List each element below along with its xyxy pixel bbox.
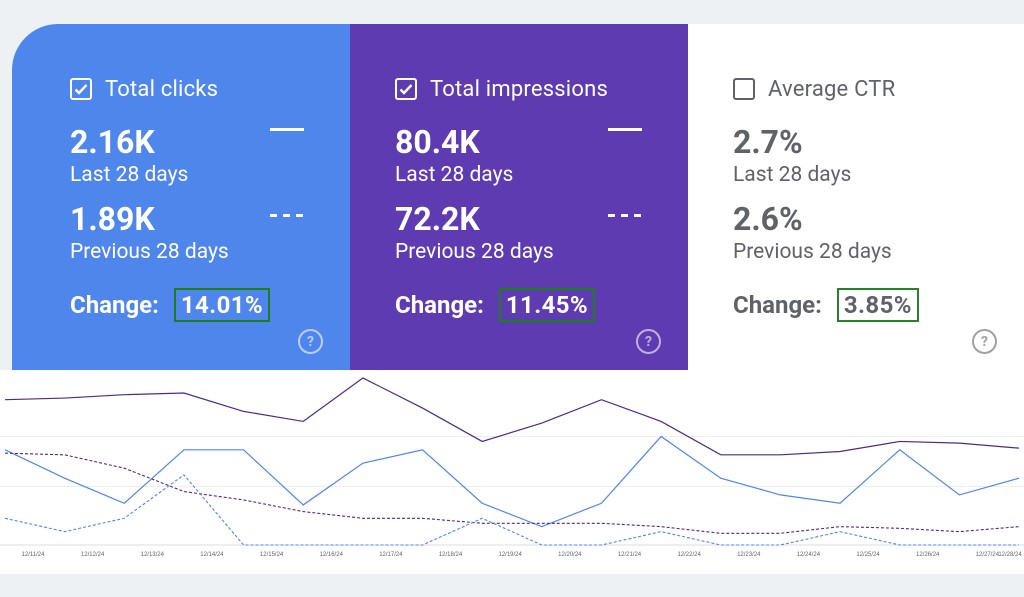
x-tick-label: 12/19/24 [498, 552, 522, 558]
x-tick-label: 12/11/24 [22, 552, 46, 558]
dashed-line-legend-icon [270, 214, 304, 217]
change-row: Change: 11.45% [395, 288, 688, 322]
card-total-clicks[interactable]: Total clicks 2.16K Last 28 days 1.89K Pr… [12, 24, 350, 370]
card-total-impressions[interactable]: Total impressions 80.4K Last 28 days 72.… [350, 24, 688, 370]
series-line-clicks_current [4, 435, 1020, 528]
current-value: 2.7% [733, 123, 803, 161]
check-icon [399, 84, 413, 95]
previous-period-label: Previous 28 days [395, 240, 554, 264]
x-tick-label: 12/16/24 [320, 552, 344, 558]
solid-line-legend-icon [270, 128, 304, 131]
change-row: Change: 3.85% [733, 288, 1024, 322]
x-tick-label: 12/26/24 [916, 552, 940, 558]
check-icon [74, 84, 88, 95]
series-line-impressions_current [4, 377, 1020, 456]
x-tick-label: 12/23/24 [737, 552, 761, 558]
performance-chart-svg: 12/11/24 12/12/24 12/13/24 12/14/24 12/15/24… [0, 377, 1024, 558]
x-tick-label: 12/17/24 [379, 552, 403, 558]
current-period-label: Last 28 days [395, 163, 514, 187]
x-tick-label: 12/14/24 [200, 552, 224, 558]
metric-cards: Total clicks 2.16K Last 28 days 1.89K Pr… [12, 24, 1024, 370]
current-period-label: Last 28 days [70, 163, 189, 187]
current-period-label: Last 28 days [733, 163, 852, 187]
change-value: 3.85% [836, 288, 919, 322]
x-tick-label: 12/27/24 [976, 552, 1000, 558]
checkbox-total-clicks[interactable] [70, 78, 92, 100]
x-tick-label: 12/28/24 [998, 552, 1022, 558]
performance-chart: 12/11/24 12/12/24 12/13/24 12/14/24 12/15/24… [0, 370, 1024, 574]
current-value: 2.16K [70, 123, 155, 161]
card-title: Total clicks [105, 76, 219, 102]
card-header[interactable]: Total clicks [70, 76, 350, 102]
card-average-ctr[interactable]: Average CTR 2.7% Last 28 days 2.6% Previ… [688, 24, 1024, 370]
previous-value: 1.89K [70, 200, 155, 238]
change-label: Change: [70, 291, 159, 319]
change-label: Change: [395, 291, 484, 319]
help-icon[interactable]: ? [298, 329, 323, 354]
help-icon[interactable]: ? [972, 329, 997, 354]
x-tick-label: 12/22/24 [677, 552, 701, 558]
card-title: Average CTR [768, 76, 896, 102]
previous-value: 72.2K [395, 200, 480, 238]
solid-line-legend-icon [608, 128, 642, 131]
checkbox-total-impressions[interactable] [395, 78, 417, 100]
change-label: Change: [733, 291, 822, 319]
x-tick-label: 12/13/24 [141, 552, 165, 558]
change-value: 14.01% [173, 288, 271, 322]
series-line-clicks_previous [4, 474, 1019, 546]
card-header[interactable]: Total impressions [395, 76, 688, 102]
x-tick-label: 12/15/24 [260, 552, 284, 558]
x-tick-label: 12/24/24 [797, 552, 821, 558]
card-header[interactable]: Average CTR [733, 76, 1024, 102]
card-title: Total impressions [430, 76, 609, 102]
x-tick-label: 12/12/24 [81, 552, 105, 558]
current-value: 80.4K [395, 123, 480, 161]
x-tick-label: 12/20/24 [558, 552, 582, 558]
change-value: 11.45% [498, 288, 596, 322]
x-tick-label: 12/21/24 [618, 552, 642, 558]
previous-period-label: Previous 28 days [733, 240, 892, 264]
previous-value: 2.6% [733, 200, 803, 238]
change-row: Change: 14.01% [70, 288, 350, 322]
x-tick-label: 12/18/24 [439, 552, 463, 558]
checkbox-average-ctr[interactable] [733, 78, 755, 100]
previous-period-label: Previous 28 days [70, 240, 229, 264]
x-tick-label: 12/25/24 [856, 552, 880, 558]
series-line-impressions_previous [4, 452, 1020, 534]
help-icon[interactable]: ? [636, 329, 661, 354]
dashed-line-legend-icon [608, 214, 642, 217]
